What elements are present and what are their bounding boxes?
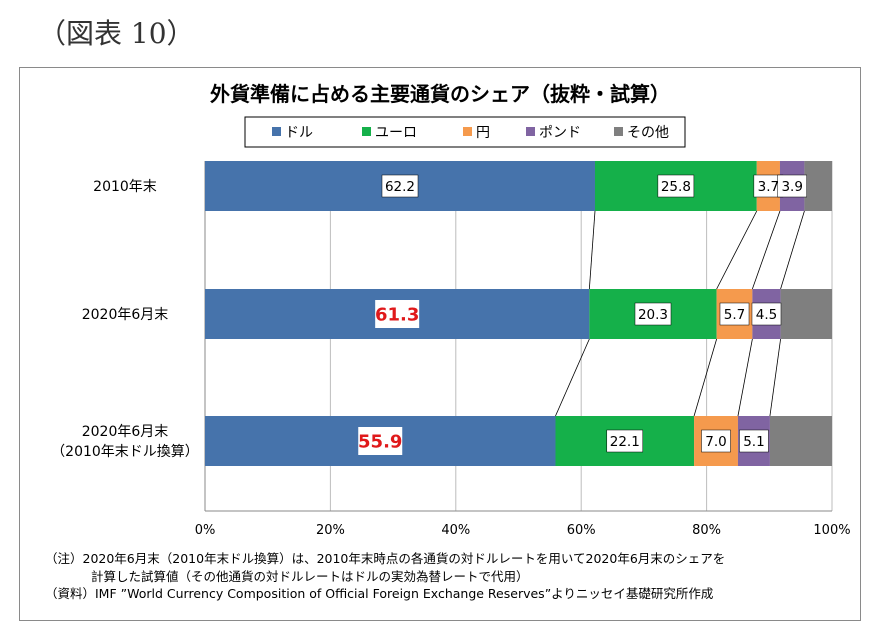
series-line-1-2 — [737, 338, 753, 417]
data-label-box-0 — [381, 174, 419, 198]
x-tick-label-1: 20% — [316, 523, 345, 538]
x-tick-label-3: 60% — [567, 523, 596, 538]
bar-1-その他 — [780, 289, 832, 339]
series-line-1-3 — [769, 338, 781, 417]
source-line: （資料）IMF ”World Currency Composition of O… — [45, 586, 714, 601]
data-label-10: 7.0 — [705, 434, 726, 450]
legend-label-2: 円 — [476, 125, 490, 141]
category-label-0-0: 2010年末 — [93, 179, 157, 195]
series-line-1-0 — [555, 338, 590, 417]
data-label-box-9 — [606, 429, 644, 453]
category-label-2-0: 2020年6月末 — [82, 424, 169, 440]
data-label-box-8 — [358, 427, 403, 455]
legend-label-3: ポンド — [539, 125, 581, 141]
data-label-5: 20.3 — [638, 307, 668, 323]
data-label-7: 4.5 — [756, 307, 777, 323]
legend-swatch-1 — [362, 127, 371, 136]
stacked-bar-chart: 外貨準備に占める主要通貨のシェア（抜粋・試算） ドル ユーロ 円 ポンド その他 0% 20%… — [51, 82, 850, 538]
chart-title: 外貨準備に占める主要通貨のシェア（抜粋・試算） — [210, 82, 670, 106]
data-label-box-10 — [701, 429, 731, 453]
data-label-11: 5.1 — [743, 434, 764, 450]
data-label-box-4 — [375, 300, 420, 328]
x-tick-label-0: 0% — [195, 523, 216, 538]
x-tick-label-2: 40% — [441, 523, 470, 538]
legend-swatch-3 — [526, 127, 535, 136]
x-tick-label-5: 100% — [813, 523, 850, 538]
series-line-1-1 — [693, 338, 718, 417]
bar-2-その他 — [769, 416, 832, 466]
x-tick-label-4: 80% — [692, 523, 721, 538]
data-label-4: 61.3 — [375, 304, 419, 325]
data-label-0: 62.2 — [385, 179, 415, 195]
notes: （注）2020年6月末（2010年末ドル換算）は、2010年末時点の各通貨の対ド… — [45, 550, 725, 603]
category-label-1-0: 2020年6月末 — [82, 307, 169, 323]
legend-label-4: その他 — [627, 125, 669, 141]
series-line-0-3 — [780, 210, 805, 290]
legend-swatch-2 — [463, 127, 472, 136]
data-label-box-1 — [657, 174, 695, 198]
data-label-2: 3.7 — [758, 179, 779, 195]
bar-0-その他 — [804, 161, 832, 211]
data-label-8: 55.9 — [358, 431, 402, 452]
category-label-2-1: （2010年末ドル換算） — [51, 444, 199, 460]
data-label-3: 3.9 — [781, 179, 802, 195]
data-label-1: 25.8 — [661, 179, 691, 195]
legend-swatch-0 — [272, 127, 281, 136]
data-label-box-5 — [634, 302, 672, 326]
legend-label-0: ドル — [285, 125, 313, 141]
legend-label-1: ユーロ — [375, 125, 417, 141]
note-line-2: 計算した試算値（その他通貨の対ドルレートはドルの実効為替レートで代用） — [91, 568, 529, 584]
note-line-1: （注）2020年6月末（2010年末ドル換算）は、2010年末時点の各通貨の対ド… — [45, 551, 726, 566]
data-label-box-6 — [719, 302, 750, 326]
series-line-0-1 — [716, 210, 758, 290]
legend-swatch-4 — [614, 127, 623, 136]
data-label-9: 22.1 — [610, 434, 640, 450]
data-label-box-3 — [777, 174, 807, 198]
chart-frame: 外貨準備に占める主要通貨のシェア（抜粋・試算） ドル ユーロ 円 ポンド その他 0% 20%… — [19, 67, 861, 621]
data-label-box-11 — [739, 429, 769, 453]
data-label-6: 5.7 — [724, 307, 745, 323]
series-line-0-2 — [751, 210, 781, 290]
data-label-box-7 — [751, 302, 782, 326]
figure-label: （図表 10） — [38, 17, 195, 50]
series-line-0-0 — [588, 210, 596, 290]
